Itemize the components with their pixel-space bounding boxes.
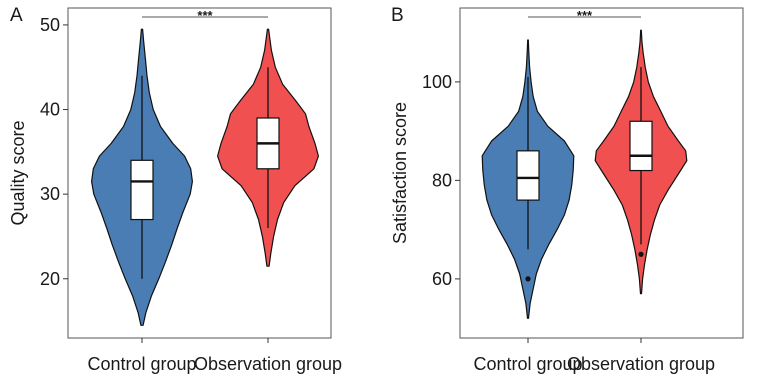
y-tick-label: 80 xyxy=(432,170,452,190)
panel-label: B xyxy=(391,5,404,26)
plot-frame xyxy=(459,7,744,339)
y-axis-title: Quality score xyxy=(8,120,28,225)
box-iqr xyxy=(130,159,154,221)
significance-label: *** xyxy=(197,8,213,23)
outlier-point xyxy=(525,276,531,282)
x-tick-label: Observation group xyxy=(567,354,715,374)
significance-label: *** xyxy=(577,8,593,23)
y-tick-label: 60 xyxy=(432,269,452,289)
x-tick-label: Control group xyxy=(87,354,196,374)
y-tick-label: 30 xyxy=(40,184,60,204)
y-tick-label: 40 xyxy=(40,100,60,120)
outlier-point xyxy=(638,251,644,257)
box-iqr xyxy=(629,120,653,172)
x-tick-label: Control group xyxy=(473,354,582,374)
panel-label: A xyxy=(10,5,23,26)
y-tick-label: 100 xyxy=(422,72,452,92)
plot-frame xyxy=(67,7,332,339)
y-axis-title: Satisfaction score xyxy=(390,102,410,244)
y-tick-label: 20 xyxy=(40,269,60,289)
y-tick-label: 50 xyxy=(40,15,60,35)
x-tick-label: Observation group xyxy=(194,354,342,374)
box-iqr xyxy=(516,150,540,201)
